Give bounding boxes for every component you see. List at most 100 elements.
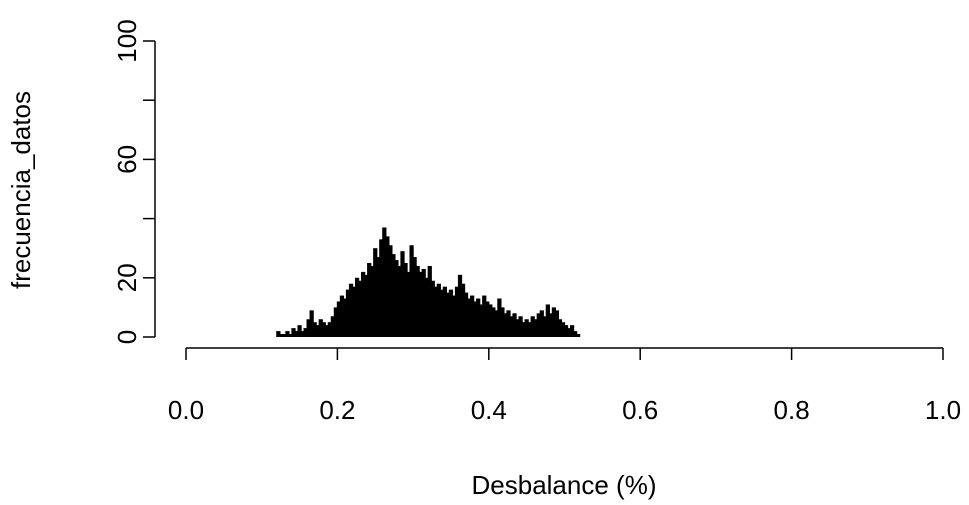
bar <box>379 239 384 337</box>
bar <box>336 301 342 337</box>
bar <box>397 265 402 337</box>
y-axis: 0 20 60 100 <box>112 19 156 344</box>
bar <box>460 283 466 337</box>
x-axis-label: Desbalance (%) <box>472 470 657 500</box>
bar <box>279 334 284 337</box>
bar <box>560 322 566 337</box>
bar <box>572 331 578 337</box>
bar <box>282 334 287 337</box>
bar <box>376 257 381 337</box>
bar <box>554 310 560 337</box>
bar <box>470 295 475 337</box>
bar <box>409 245 414 337</box>
bar <box>421 268 426 337</box>
bar <box>442 286 448 337</box>
bar <box>433 286 438 337</box>
bar <box>297 325 302 337</box>
bar <box>527 322 532 337</box>
x-tick-label: 1.0 <box>925 395 961 425</box>
y-tick-label: 60 <box>112 145 142 174</box>
bar <box>518 316 523 337</box>
bar <box>539 310 544 337</box>
bar <box>463 292 469 337</box>
bar <box>354 277 360 337</box>
bar <box>373 248 378 337</box>
bar <box>494 310 499 337</box>
bar <box>291 328 296 337</box>
bar <box>288 334 293 337</box>
bars-layer <box>276 227 581 337</box>
bar <box>303 328 308 337</box>
bar <box>548 313 553 337</box>
bar <box>473 301 478 337</box>
bar <box>357 280 363 337</box>
bar <box>454 286 460 337</box>
bar <box>436 283 441 337</box>
bar <box>367 263 372 337</box>
bar <box>391 254 396 337</box>
bar <box>418 271 423 337</box>
bar <box>394 260 399 337</box>
bar <box>361 271 366 337</box>
bar <box>467 298 472 337</box>
bar <box>545 304 550 337</box>
bar <box>476 298 481 337</box>
bar <box>506 310 511 337</box>
bar <box>576 334 581 337</box>
bar <box>330 316 335 337</box>
bar <box>312 322 317 337</box>
bar <box>321 322 326 337</box>
bar <box>485 301 490 337</box>
bar <box>364 274 369 337</box>
y-tick-label: 0 <box>112 330 142 344</box>
y-axis-label: frecuencia_datos <box>6 91 36 289</box>
bar <box>403 263 408 337</box>
bar <box>479 304 484 337</box>
bar <box>536 313 541 337</box>
y-tick-label: 100 <box>112 19 142 62</box>
bar <box>400 251 405 337</box>
bar <box>385 236 390 337</box>
bar <box>512 313 517 337</box>
x-tick-label: 0.0 <box>168 395 204 425</box>
bar <box>497 298 502 337</box>
bar <box>285 331 290 337</box>
bar <box>382 227 387 337</box>
bar <box>451 295 457 337</box>
bar <box>339 295 345 337</box>
x-tick-label: 0.4 <box>471 395 507 425</box>
bar <box>342 298 348 337</box>
bar <box>333 307 338 337</box>
bar <box>515 319 520 337</box>
bar <box>424 277 429 337</box>
bar <box>327 322 332 337</box>
bar <box>563 325 569 337</box>
bar <box>406 271 411 337</box>
bar <box>300 331 305 337</box>
bar <box>551 307 557 337</box>
bar <box>318 319 323 337</box>
bar <box>306 319 311 337</box>
bar <box>448 289 454 337</box>
bar <box>482 295 487 337</box>
bar <box>521 322 526 337</box>
bar <box>388 245 393 337</box>
bar <box>348 283 354 337</box>
bar <box>503 313 508 337</box>
bar <box>445 292 451 337</box>
bar <box>415 265 420 337</box>
bar <box>509 316 514 337</box>
bar <box>294 331 299 337</box>
bar <box>439 289 444 337</box>
bar <box>530 316 535 337</box>
bar <box>557 319 563 337</box>
x-tick-label: 0.2 <box>319 395 355 425</box>
bar <box>315 325 320 337</box>
bar <box>412 257 417 337</box>
bar <box>533 319 538 337</box>
bar <box>370 265 375 337</box>
bar <box>427 265 432 337</box>
bar <box>309 310 314 337</box>
